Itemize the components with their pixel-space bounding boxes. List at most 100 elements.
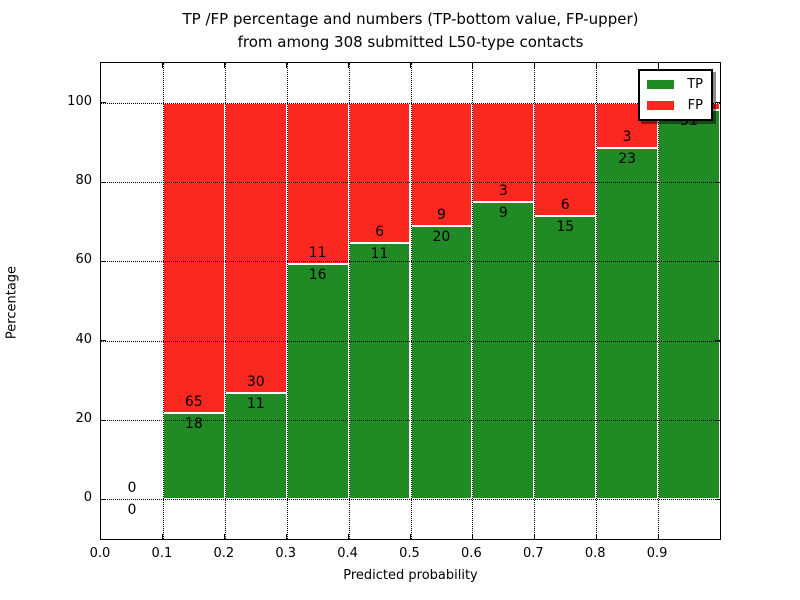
tp-count-label: 9 [498, 204, 508, 221]
x-tick-top [533, 63, 535, 68]
fp-count-label: 3 [498, 182, 508, 199]
y-tick-label: 20 [75, 411, 92, 426]
legend-label-tp: TP [687, 77, 703, 92]
bar-segment-tp [410, 225, 473, 500]
tp-count-label: 11 [246, 395, 265, 412]
y-tick-left [101, 102, 106, 104]
x-tick-label: 0.4 [337, 546, 358, 561]
y-tick-label: 40 [75, 331, 92, 347]
bar-segment-fp [286, 102, 349, 265]
x-tick-bottom [224, 534, 226, 539]
fp-count-label: 11 [308, 245, 327, 262]
x-gridline [286, 63, 288, 539]
y-tick-left [101, 419, 106, 421]
x-tick-bottom [657, 534, 659, 539]
y-tick-label: 0 [83, 490, 92, 506]
chart-title-line-1: TP /FP percentage and numbers (TP-bottom… [182, 10, 639, 28]
tp-count-label: 18 [184, 416, 203, 433]
legend-item-fp: FP [647, 97, 703, 114]
x-tick-bottom [471, 534, 473, 539]
x-tick-top [595, 63, 597, 68]
fp-count-label: 30 [246, 373, 265, 390]
bar-segment-tp [348, 242, 411, 500]
bar-segment-fp [224, 102, 287, 393]
x-tick-label: 0.6 [461, 546, 482, 561]
x-tick-bottom [348, 534, 350, 539]
fp-count-label: 3 [622, 129, 632, 146]
y-tick-left [101, 181, 106, 183]
fp-swatch-icon [647, 101, 674, 110]
plot-area: 0065183011111661192039615323151 TP FP [100, 62, 721, 540]
fp-count-label: 65 [184, 394, 203, 411]
x-gridline [596, 63, 598, 539]
tp-count-label: 20 [432, 228, 451, 245]
y-tick-left [101, 260, 106, 262]
bar-segment-tp [286, 264, 349, 500]
x-gridline [224, 63, 226, 539]
y-axis-label: Percentage [4, 265, 20, 340]
bar-segment-tp [596, 148, 659, 500]
y-tick-right [715, 340, 720, 342]
x-tick-top [286, 63, 288, 68]
x-gridline [162, 63, 164, 539]
legend: TP FP [638, 69, 713, 121]
x-tick-label: 0.3 [275, 546, 297, 561]
y-tick-label: 60 [75, 252, 92, 268]
x-tick-bottom [533, 534, 535, 539]
bar-segment-fp [472, 102, 535, 202]
x-tick-label: 0.7 [522, 546, 544, 561]
tp-count-label: 0 [127, 502, 137, 519]
tp-swatch-icon [647, 80, 674, 89]
x-tick-top [162, 63, 164, 68]
x-tick-top [410, 63, 411, 68]
tp-count-label: 11 [370, 245, 389, 262]
chart-title: TP /FP percentage and numbers (TP-bottom… [100, 8, 721, 54]
bar-segment-fp [162, 102, 225, 414]
fp-count-label: 6 [375, 223, 384, 240]
x-tick-label: 0.0 [89, 546, 111, 561]
y-tick-label: 80 [75, 173, 92, 188]
x-tick-bottom [410, 534, 411, 539]
tp-count-label: 23 [618, 151, 637, 168]
x-tick-top [471, 63, 473, 68]
x-tick-label: 0.8 [584, 546, 606, 561]
x-axis-label: Predicted probability [343, 568, 478, 583]
y-tick-right [715, 498, 720, 500]
y-tick-right [715, 181, 720, 183]
x-gridline [410, 63, 412, 539]
tp-count-label: 16 [308, 267, 327, 284]
fp-count-label: 0 [127, 480, 137, 497]
x-tick-top [224, 63, 226, 68]
legend-label-fp: FP [687, 98, 703, 113]
x-gridline [348, 63, 350, 539]
x-tick-top [657, 63, 659, 68]
x-tick-top [348, 63, 350, 68]
x-gridline [472, 63, 474, 539]
bar-segment-tp [224, 392, 287, 500]
x-tick-label: 0.2 [213, 546, 235, 561]
bar-segment-fp [348, 102, 411, 243]
x-tick-label: 0.1 [151, 546, 173, 561]
x-gridline [658, 63, 660, 539]
x-gridline [534, 63, 536, 539]
x-tick-bottom [595, 534, 597, 539]
tp-count-label: 15 [556, 219, 575, 235]
x-tick-label: 0.5 [399, 546, 420, 561]
bar-segment-tp [472, 201, 535, 500]
legend-item-tp: TP [647, 76, 703, 93]
x-tick-bottom [162, 534, 164, 539]
chart-title-line-2: from among 308 submitted L50-type contac… [237, 33, 584, 51]
y-tick-left [101, 340, 106, 342]
bar-segment-tp [534, 216, 597, 500]
y-tick-left [101, 498, 106, 500]
y-tick-right [715, 260, 720, 262]
y-tick-right [715, 419, 720, 421]
bar-segment-tp [658, 110, 720, 500]
x-tick-label: 0.9 [646, 546, 668, 561]
y-tick-label: 100 [67, 93, 92, 109]
x-tick-bottom [286, 534, 288, 539]
fp-count-label: 6 [560, 197, 570, 213]
y-tick-right [715, 102, 720, 104]
fp-count-label: 9 [436, 206, 446, 223]
